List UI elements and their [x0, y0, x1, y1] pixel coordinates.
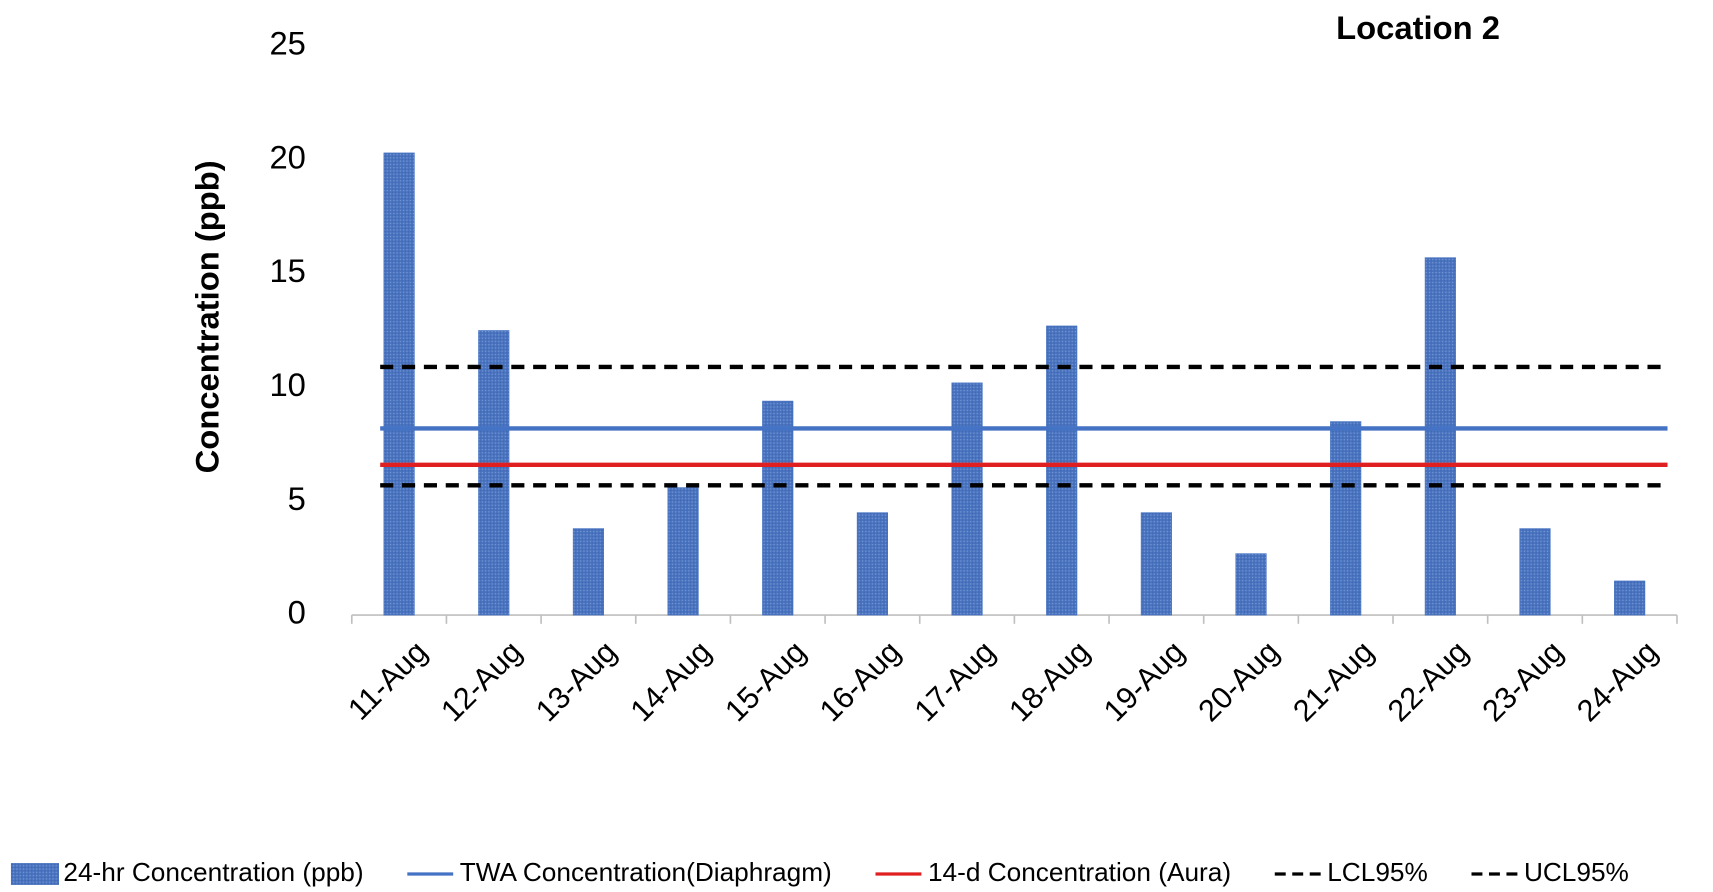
bar [1235, 553, 1267, 616]
y-tick-label: 15 [269, 252, 305, 289]
bar [856, 512, 888, 616]
legend-label: LCL95% [1327, 857, 1428, 887]
x-tick-label: 24-Aug [1571, 634, 1665, 728]
legend-label: UCL95% [1524, 857, 1629, 887]
y-tick-label: 5 [288, 480, 306, 517]
x-tick-label: 20-Aug [1192, 634, 1286, 728]
x-tick-label: 12-Aug [435, 634, 529, 728]
chart-title: Location 2 [1336, 9, 1500, 46]
legend-label: TWA Concentration(Diaphragm) [460, 857, 832, 887]
x-tick-label: 13-Aug [529, 634, 623, 728]
bar [1330, 421, 1362, 616]
bar [762, 400, 794, 616]
bar [1614, 580, 1646, 616]
y-tick-label: 25 [269, 25, 305, 62]
bar [667, 487, 699, 616]
bar [383, 152, 415, 616]
x-tick-label: 22-Aug [1381, 634, 1475, 728]
x-tick-label: 23-Aug [1476, 634, 1570, 728]
bar [951, 382, 983, 616]
x-tick-label: 18-Aug [1003, 634, 1097, 728]
y-axis-label: Concentration (ppb) [188, 160, 225, 473]
x-tick-label: 21-Aug [1287, 634, 1381, 728]
legend-label: 14-d Concentration (Aura) [928, 857, 1231, 887]
x-tick-label: 15-Aug [719, 634, 813, 728]
bar [1424, 257, 1456, 616]
legend-swatch [10, 863, 59, 885]
bar [1140, 512, 1172, 616]
bar [1046, 325, 1078, 616]
x-tick-label: 14-Aug [624, 634, 718, 728]
bar [572, 528, 604, 616]
bar [478, 330, 510, 616]
y-tick-label: 0 [288, 594, 306, 631]
y-tick-label: 20 [269, 138, 305, 175]
x-tick-label: 19-Aug [1097, 634, 1191, 728]
bar [1519, 528, 1551, 616]
y-tick-label: 10 [269, 366, 305, 403]
x-tick-label: 17-Aug [908, 634, 1002, 728]
x-tick-label: 11-Aug [342, 634, 434, 726]
plot-root: Location 2 Concentration (ppb) 0 5 10 15 20 2… [10, 9, 1678, 887]
x-tick-label: 16-Aug [813, 634, 907, 728]
legend-label: 24-hr Concentration (ppb) [63, 857, 363, 887]
